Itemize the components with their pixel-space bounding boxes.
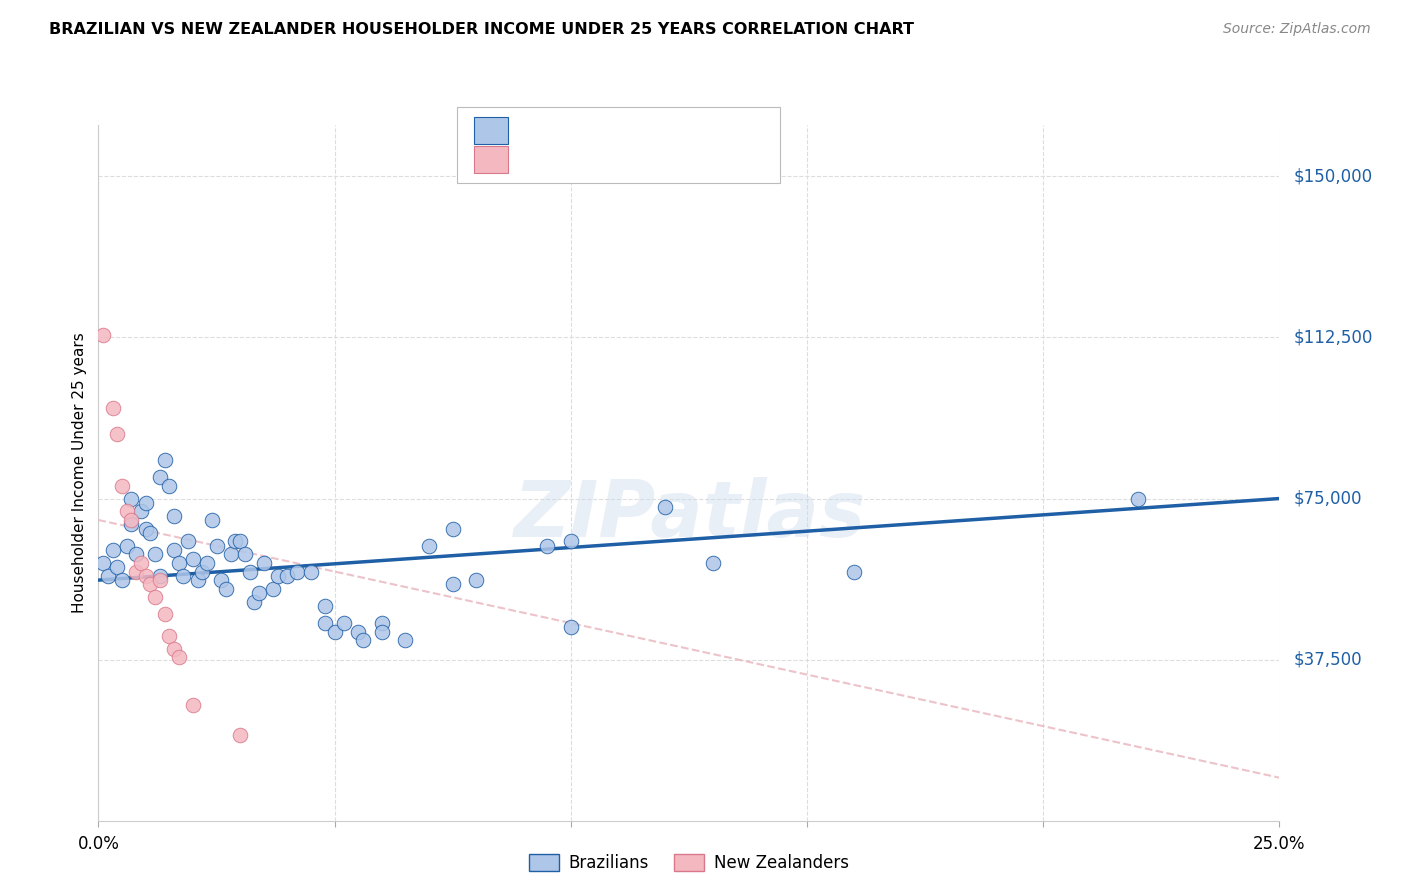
Text: ZIPatlas: ZIPatlas xyxy=(513,476,865,552)
Point xyxy=(352,633,374,648)
Point xyxy=(187,573,209,587)
Point xyxy=(181,698,204,712)
Point xyxy=(262,582,284,596)
Point xyxy=(153,607,176,622)
Point xyxy=(149,470,172,484)
Point xyxy=(172,569,194,583)
Point xyxy=(253,556,276,570)
Point xyxy=(101,401,124,416)
Point xyxy=(135,569,157,583)
Point xyxy=(111,573,134,587)
Point xyxy=(181,551,204,566)
Point xyxy=(135,496,157,510)
Point xyxy=(143,591,166,605)
Point xyxy=(121,491,143,506)
Text: $112,500: $112,500 xyxy=(1294,328,1372,346)
Point xyxy=(205,539,228,553)
Point xyxy=(441,522,464,536)
Point xyxy=(560,534,582,549)
Point xyxy=(125,547,148,561)
Point xyxy=(167,650,190,665)
Point xyxy=(157,478,180,492)
Point xyxy=(267,569,290,583)
Text: 18: 18 xyxy=(661,151,686,169)
Point xyxy=(239,565,262,579)
Point xyxy=(97,569,120,583)
Point xyxy=(129,504,152,518)
Point xyxy=(121,517,143,532)
Text: -0.218: -0.218 xyxy=(548,151,613,169)
Point xyxy=(323,624,346,639)
Point xyxy=(285,565,308,579)
Point xyxy=(394,633,416,648)
Point xyxy=(105,427,128,442)
Point xyxy=(333,616,356,631)
Text: $75,000: $75,000 xyxy=(1294,490,1362,508)
Point xyxy=(163,543,186,558)
Text: 0.173: 0.173 xyxy=(548,121,605,139)
Point xyxy=(654,500,676,515)
Point xyxy=(224,534,246,549)
Point xyxy=(347,624,370,639)
Point xyxy=(702,556,724,570)
Point xyxy=(371,624,394,639)
Text: BRAZILIAN VS NEW ZEALANDER HOUSEHOLDER INCOME UNDER 25 YEARS CORRELATION CHART: BRAZILIAN VS NEW ZEALANDER HOUSEHOLDER I… xyxy=(49,22,914,37)
Point xyxy=(101,543,124,558)
Point xyxy=(149,569,172,583)
Point xyxy=(121,513,143,527)
Point xyxy=(139,577,162,591)
Point xyxy=(314,616,336,631)
Point xyxy=(157,629,180,643)
Point xyxy=(143,547,166,561)
Point xyxy=(247,586,270,600)
Point xyxy=(215,582,238,596)
Point xyxy=(191,565,214,579)
Text: 64: 64 xyxy=(652,121,678,139)
Point xyxy=(229,728,252,742)
Point xyxy=(111,478,134,492)
Point xyxy=(299,565,322,579)
Point xyxy=(233,547,256,561)
Point xyxy=(371,616,394,631)
Point xyxy=(195,556,218,570)
Point xyxy=(219,547,242,561)
Point xyxy=(243,594,266,608)
Point xyxy=(441,577,464,591)
Text: N =: N = xyxy=(616,151,664,169)
Point xyxy=(139,525,162,540)
Point xyxy=(177,534,200,549)
Point xyxy=(91,556,114,570)
Point xyxy=(149,573,172,587)
Y-axis label: Householder Income Under 25 years: Householder Income Under 25 years xyxy=(72,333,87,613)
Point xyxy=(129,556,152,570)
Point xyxy=(163,508,186,523)
Point xyxy=(229,534,252,549)
Point xyxy=(153,453,176,467)
Point xyxy=(115,504,138,518)
Text: R =: R = xyxy=(515,151,551,169)
Point xyxy=(418,539,440,553)
Point xyxy=(115,539,138,553)
Point xyxy=(91,328,114,343)
Point xyxy=(201,513,224,527)
Point xyxy=(560,620,582,634)
Text: Source: ZipAtlas.com: Source: ZipAtlas.com xyxy=(1223,22,1371,37)
Point xyxy=(163,641,186,656)
Text: $150,000: $150,000 xyxy=(1294,168,1372,186)
Point xyxy=(209,573,232,587)
Point xyxy=(125,565,148,579)
Legend: Brazilians, New Zealanders: Brazilians, New Zealanders xyxy=(522,847,856,879)
Point xyxy=(844,565,866,579)
Point xyxy=(1126,491,1149,506)
Text: R =: R = xyxy=(515,121,551,139)
Point xyxy=(314,599,336,613)
Text: $37,500: $37,500 xyxy=(1294,650,1362,669)
Text: N =: N = xyxy=(607,121,655,139)
Point xyxy=(536,539,558,553)
Point xyxy=(276,569,298,583)
Point xyxy=(135,522,157,536)
Point xyxy=(167,556,190,570)
Point xyxy=(105,560,128,574)
Point xyxy=(465,573,488,587)
